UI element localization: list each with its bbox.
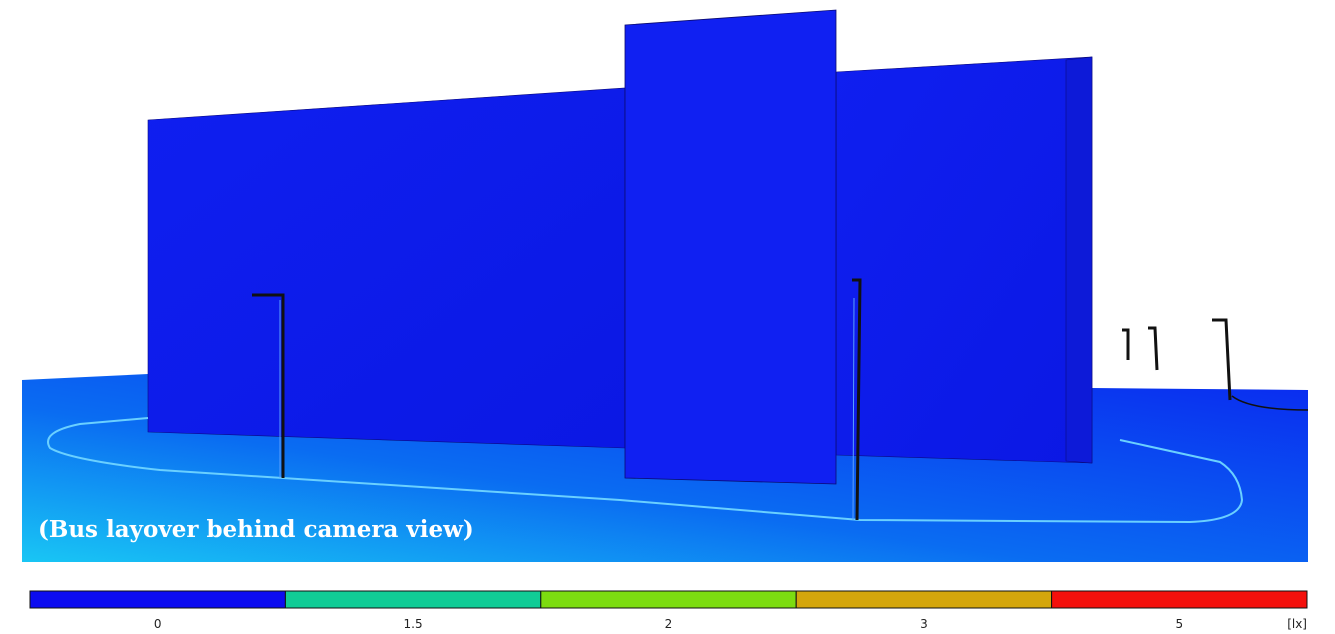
render-view: (Bus layover behind camera view) 0 1.5 2 3 5…: [0, 0, 1335, 634]
legend-swatch: [1052, 591, 1307, 608]
legend-swatch: [30, 591, 285, 608]
wall-side: [1066, 57, 1092, 463]
legend-label: 5: [1175, 617, 1183, 631]
legend-swatch: [285, 591, 540, 608]
scene: (Bus layover behind camera view): [22, 10, 1308, 562]
page: (Bus layover behind camera view) 0 1.5 2 3 5…: [0, 0, 1335, 634]
legend-label: 0: [154, 617, 162, 631]
legend-label: 3: [920, 617, 928, 631]
center-panel: [625, 10, 836, 484]
legend-label: 1.5: [404, 617, 423, 631]
legend: 0 1.5 2 3 5 [lx]: [30, 591, 1307, 631]
legend-swatch: [541, 591, 796, 608]
legend-swatch: [796, 591, 1051, 608]
legend-unit: [lx]: [1287, 617, 1307, 631]
legend-label: 2: [665, 617, 673, 631]
left-wall: [148, 88, 625, 448]
caption: (Bus layover behind camera view): [38, 516, 474, 543]
right-wall: [836, 57, 1092, 463]
